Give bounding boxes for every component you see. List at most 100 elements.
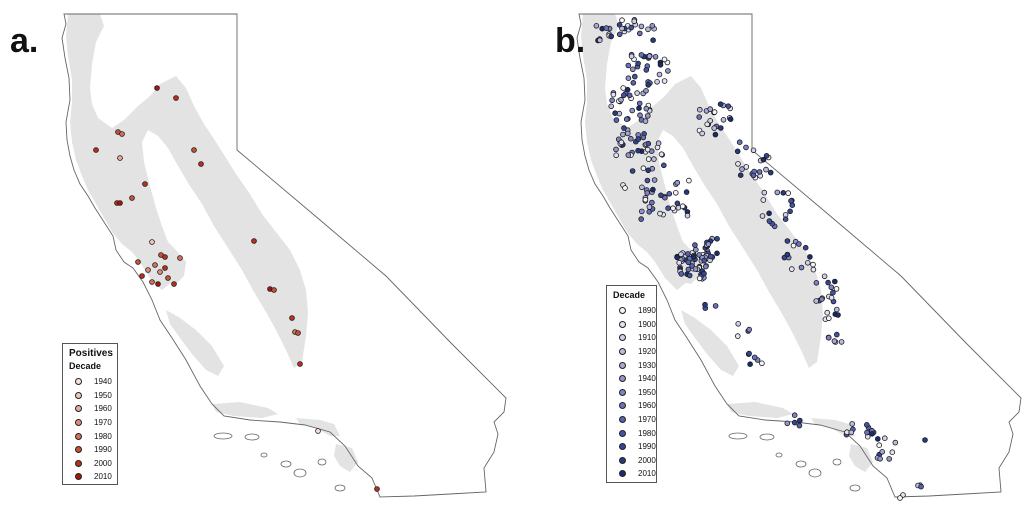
island <box>832 458 842 466</box>
sample-point <box>162 254 168 260</box>
sample-point <box>620 131 626 138</box>
sample-point <box>646 53 653 59</box>
sample-point <box>651 177 658 183</box>
legend-item: 1960 <box>69 402 112 416</box>
sample-point <box>636 100 643 107</box>
sample-point <box>613 117 620 123</box>
sample-point <box>791 412 798 419</box>
sample-point <box>645 82 652 88</box>
legend-label: 2000 <box>638 455 656 465</box>
sample-point <box>597 37 603 43</box>
sample-point <box>707 118 714 124</box>
sample-point <box>152 262 158 268</box>
sample-point <box>704 121 711 128</box>
sample-point <box>177 255 183 261</box>
sample-point <box>603 25 610 31</box>
sample-point <box>618 96 624 103</box>
sample-point <box>613 152 619 159</box>
island <box>334 484 346 492</box>
sample-point <box>697 106 703 113</box>
sample-point <box>889 449 896 456</box>
sample-point <box>642 197 649 203</box>
sample-point <box>828 294 835 301</box>
sample-point <box>665 205 671 212</box>
sample-point <box>876 442 883 449</box>
sample-point <box>739 166 745 172</box>
legend-label: 1930 <box>638 360 656 370</box>
legend-item: 1920 <box>613 345 656 359</box>
sample-point <box>625 75 632 81</box>
sample-point <box>751 354 758 361</box>
sample-point <box>774 189 781 196</box>
island <box>280 460 292 468</box>
sample-point <box>693 246 699 253</box>
legend-swatch <box>619 307 626 315</box>
sample-point <box>625 62 632 69</box>
sample-point <box>735 333 741 339</box>
sample-point <box>674 179 681 186</box>
sample-point <box>643 105 650 112</box>
sample-point <box>691 253 697 260</box>
sample-point <box>271 287 277 293</box>
sample-point <box>833 286 840 292</box>
legend-label: 2010 <box>94 472 112 482</box>
sample-point <box>804 259 811 266</box>
sample-point <box>692 266 699 272</box>
sample-point <box>117 155 123 161</box>
sample-point <box>650 186 656 193</box>
sample-point <box>825 315 832 322</box>
legend-subtitle: Decade <box>613 290 646 300</box>
sample-point <box>785 190 792 196</box>
sample-point <box>638 23 645 30</box>
island <box>244 433 260 441</box>
legend-item: 1950 <box>69 389 112 403</box>
sample-point <box>289 315 295 321</box>
legend-swatch <box>619 402 626 410</box>
sample-point <box>718 125 724 131</box>
sample-point <box>374 486 380 492</box>
sample-point <box>645 167 652 174</box>
sample-point <box>637 30 643 37</box>
legend-title: Positives <box>69 348 113 359</box>
sample-point <box>798 264 805 271</box>
sample-point <box>881 435 888 442</box>
island <box>808 468 822 478</box>
legend-label: 1900 <box>638 319 656 329</box>
sample-point <box>879 448 886 455</box>
sample-point <box>638 52 645 58</box>
sample-point <box>848 429 855 436</box>
sample-point <box>657 210 663 217</box>
panel-label: a. <box>10 22 39 60</box>
island <box>293 468 307 478</box>
sample-point <box>727 116 734 122</box>
legend-item: 2000 <box>69 457 112 471</box>
sample-point <box>685 266 692 273</box>
sample-point <box>796 241 802 247</box>
legend-swatch <box>619 320 626 328</box>
sample-point <box>821 273 828 280</box>
sample-point <box>813 298 820 304</box>
legend-item: 1970 <box>69 416 112 430</box>
sample-point <box>655 140 662 147</box>
legend-label: 1990 <box>94 445 112 455</box>
sample-point <box>686 272 693 279</box>
legend-item: 1890 <box>613 304 656 318</box>
sample-point <box>649 22 656 29</box>
map-panel-a: a. Positives Decade 1940 1950 1960 1970 1980… <box>0 0 514 510</box>
sample-point <box>735 161 741 167</box>
sample-point <box>642 118 649 124</box>
sample-point <box>673 190 679 196</box>
sample-point <box>892 439 899 446</box>
legend-label: 1910 <box>638 333 656 343</box>
sample-point <box>657 62 664 68</box>
sample-point <box>824 309 831 316</box>
sample-point <box>612 110 618 116</box>
sample-point <box>651 156 657 162</box>
sample-point <box>743 164 750 170</box>
sample-point <box>119 131 125 137</box>
legend-label: 1940 <box>94 377 112 387</box>
state-outline <box>576 13 1022 498</box>
sample-point <box>684 212 691 219</box>
sample-point <box>629 107 635 114</box>
legend-label: 1960 <box>638 401 656 411</box>
